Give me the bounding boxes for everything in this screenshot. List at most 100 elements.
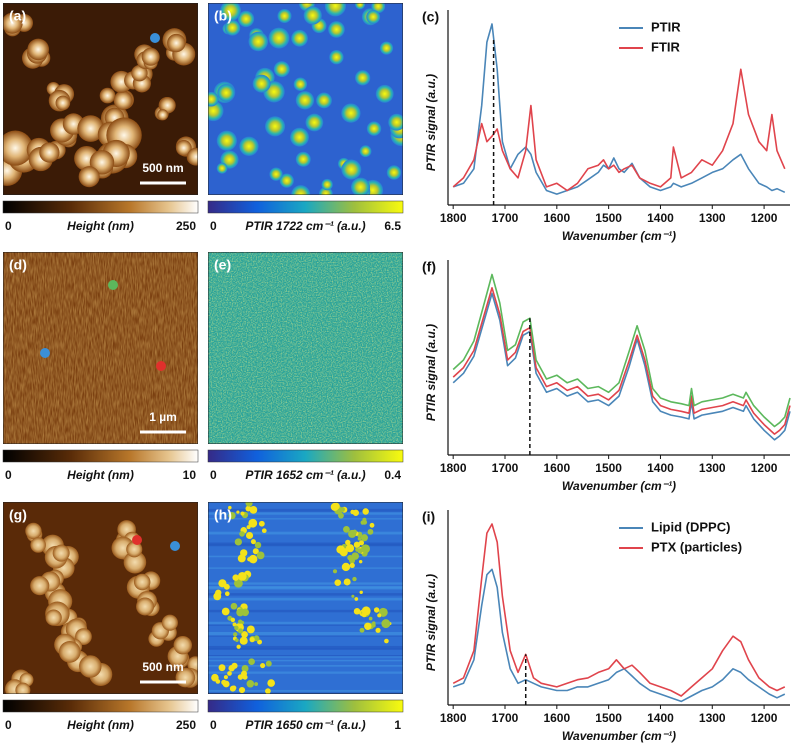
x-tick-label: 1200 xyxy=(751,461,778,475)
particle xyxy=(230,602,238,610)
particle xyxy=(232,574,239,581)
particle xyxy=(113,91,133,110)
legend-label: PTIR xyxy=(651,19,681,34)
y-axis-label: PTIR signal (a.u.) xyxy=(424,574,438,671)
particle xyxy=(240,511,245,516)
particle xyxy=(223,675,228,680)
particle xyxy=(227,671,232,676)
particle xyxy=(136,597,155,616)
particle xyxy=(367,528,374,535)
x-tick-label: 1800 xyxy=(440,461,467,475)
image xyxy=(3,252,198,444)
particle xyxy=(58,640,81,663)
particle xyxy=(375,627,381,633)
colorbar-label: PTIR 1652 cm⁻¹ (a.u.) xyxy=(245,468,365,482)
particle xyxy=(291,29,308,47)
particle xyxy=(238,628,244,634)
probe-point xyxy=(150,33,160,43)
particle xyxy=(220,3,241,22)
particle xyxy=(252,548,259,555)
streak xyxy=(208,671,403,674)
particle xyxy=(246,625,255,634)
particle xyxy=(355,70,371,86)
particle xyxy=(359,590,363,594)
x-tick-label: 1700 xyxy=(492,711,519,725)
colorbar xyxy=(2,699,199,713)
particle xyxy=(175,140,192,156)
particle xyxy=(293,77,308,91)
panel-label: (d) xyxy=(9,257,27,273)
probe-point xyxy=(40,348,50,358)
streak xyxy=(208,544,403,547)
particle xyxy=(233,632,238,637)
x-tick-label: 1300 xyxy=(699,711,726,725)
particle xyxy=(268,27,290,49)
particle xyxy=(248,554,258,564)
particle xyxy=(379,41,394,55)
particle xyxy=(362,508,369,515)
particle xyxy=(239,531,245,537)
colorbar-max: 250 xyxy=(176,718,196,732)
particle xyxy=(224,19,241,36)
colorbar-min: 0 xyxy=(210,718,217,732)
streak xyxy=(208,533,403,535)
spectrum-line xyxy=(452,23,786,195)
particle xyxy=(305,113,324,132)
particle xyxy=(30,576,50,596)
scale-bar-label: 1 µm xyxy=(149,410,177,424)
particle xyxy=(384,638,389,644)
particle xyxy=(261,528,267,534)
particle xyxy=(231,685,237,691)
scale-bar-label: 500 nm xyxy=(142,660,183,674)
particle xyxy=(354,597,359,601)
particle xyxy=(241,664,249,672)
particle xyxy=(237,10,255,28)
particle xyxy=(368,616,373,621)
particle xyxy=(157,109,169,121)
x-tick-label: 1500 xyxy=(595,211,622,225)
particle xyxy=(253,635,260,642)
particle xyxy=(173,635,192,655)
particle xyxy=(27,38,49,61)
particle xyxy=(248,31,269,52)
streak xyxy=(208,518,403,520)
particle xyxy=(373,607,380,613)
x-tick-label: 1600 xyxy=(543,711,570,725)
particle xyxy=(355,3,366,10)
particle xyxy=(15,682,31,694)
particle xyxy=(332,502,340,510)
particle xyxy=(254,541,262,549)
particle xyxy=(345,544,355,553)
panel-label: (c) xyxy=(422,9,439,25)
streak xyxy=(208,655,403,657)
particle xyxy=(369,522,375,528)
particle xyxy=(247,557,252,562)
particle xyxy=(342,525,350,533)
colorbar-label: Height (nm) xyxy=(67,718,134,732)
particle xyxy=(353,541,361,548)
particle xyxy=(269,167,283,181)
particle xyxy=(347,554,353,561)
streak xyxy=(208,582,403,585)
particle xyxy=(257,639,263,645)
particle xyxy=(30,537,46,553)
particle xyxy=(228,505,232,510)
particle xyxy=(78,166,100,188)
x-tick-label: 1700 xyxy=(492,461,519,475)
particle xyxy=(260,662,266,669)
particle xyxy=(295,91,315,110)
particle xyxy=(245,531,254,540)
x-tick-label: 1400 xyxy=(647,461,674,475)
particle xyxy=(258,520,265,527)
particle xyxy=(341,562,351,572)
x-axis-label: Wavenumber (cm⁻¹) xyxy=(562,479,676,493)
particle xyxy=(345,539,351,546)
y-axis-label: PTIR signal (a.u.) xyxy=(424,74,438,171)
particle xyxy=(237,554,246,563)
particle xyxy=(249,636,255,643)
streak xyxy=(208,645,403,649)
particle xyxy=(290,127,309,147)
particle xyxy=(218,579,227,588)
image xyxy=(208,252,403,444)
particle xyxy=(239,636,248,645)
